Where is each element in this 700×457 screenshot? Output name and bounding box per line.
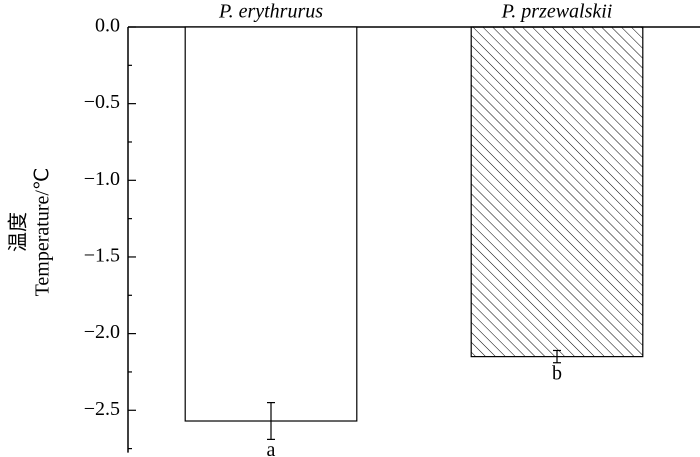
bar: [184, 26, 358, 422]
y-tick-label: −1.5: [84, 245, 120, 267]
y-axis-label: Temperature/℃: [32, 168, 54, 297]
y-tick-label: −2.5: [84, 398, 120, 420]
significance-label: a: [267, 439, 276, 457]
bar: [470, 26, 644, 358]
y-tick-label: −0.5: [84, 91, 120, 113]
significance-label: b: [552, 362, 562, 384]
y-axis-label-cn: 温度: [7, 212, 30, 252]
y-tick-label: −2.0: [84, 321, 120, 343]
category-label: P. przewalskii: [501, 1, 613, 23]
category-label: P. erythrurus: [218, 1, 323, 23]
y-tick-label: −1.0: [84, 168, 120, 190]
y-tick-label: 0.0: [95, 15, 120, 37]
